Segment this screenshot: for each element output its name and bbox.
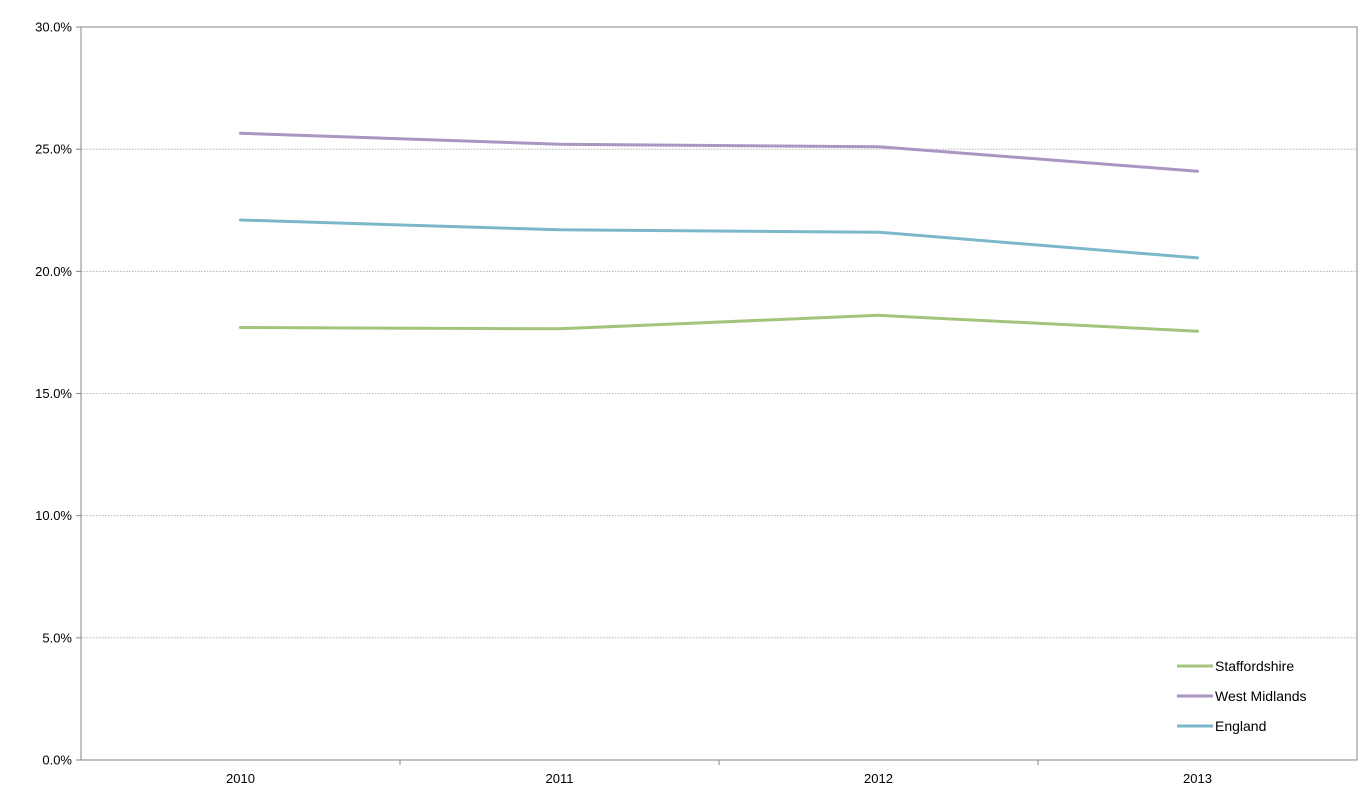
y-tick-label: 30.0% — [35, 20, 72, 35]
y-axis-ticks: 0.0% 5.0% 10.0% 15.0% 20.0% 25.0% 30.0% — [35, 20, 81, 768]
legend-label: England — [1215, 718, 1266, 734]
axes — [80, 26, 1358, 761]
x-tick-label: 2011 — [546, 771, 574, 786]
gridlines — [81, 148, 1357, 639]
series-lines — [239, 131, 1199, 333]
series-line-west-midlands — [239, 131, 1199, 173]
x-tick-label: 2010 — [226, 771, 255, 786]
legend-label: Staffordshire — [1215, 658, 1294, 674]
y-tick-label: 15.0% — [35, 386, 72, 401]
x-axis-ticks: 2010 2011 2012 2013 — [226, 760, 1212, 786]
x-tick-label: 2012 — [864, 771, 893, 786]
legend-label: West Midlands — [1215, 688, 1307, 704]
y-tick-label: 20.0% — [35, 264, 72, 279]
x-tick-label: 2013 — [1183, 771, 1212, 786]
series-line-england — [239, 218, 1199, 260]
y-tick-label: 10.0% — [35, 508, 72, 523]
y-tick-label: 25.0% — [35, 142, 72, 157]
plot-area-border — [80, 26, 1358, 761]
y-tick-label: 5.0% — [42, 630, 72, 645]
legend: Staffordshire West Midlands England — [1177, 658, 1307, 734]
y-tick-label: 0.0% — [42, 753, 72, 768]
series-line-staffordshire — [239, 313, 1199, 333]
